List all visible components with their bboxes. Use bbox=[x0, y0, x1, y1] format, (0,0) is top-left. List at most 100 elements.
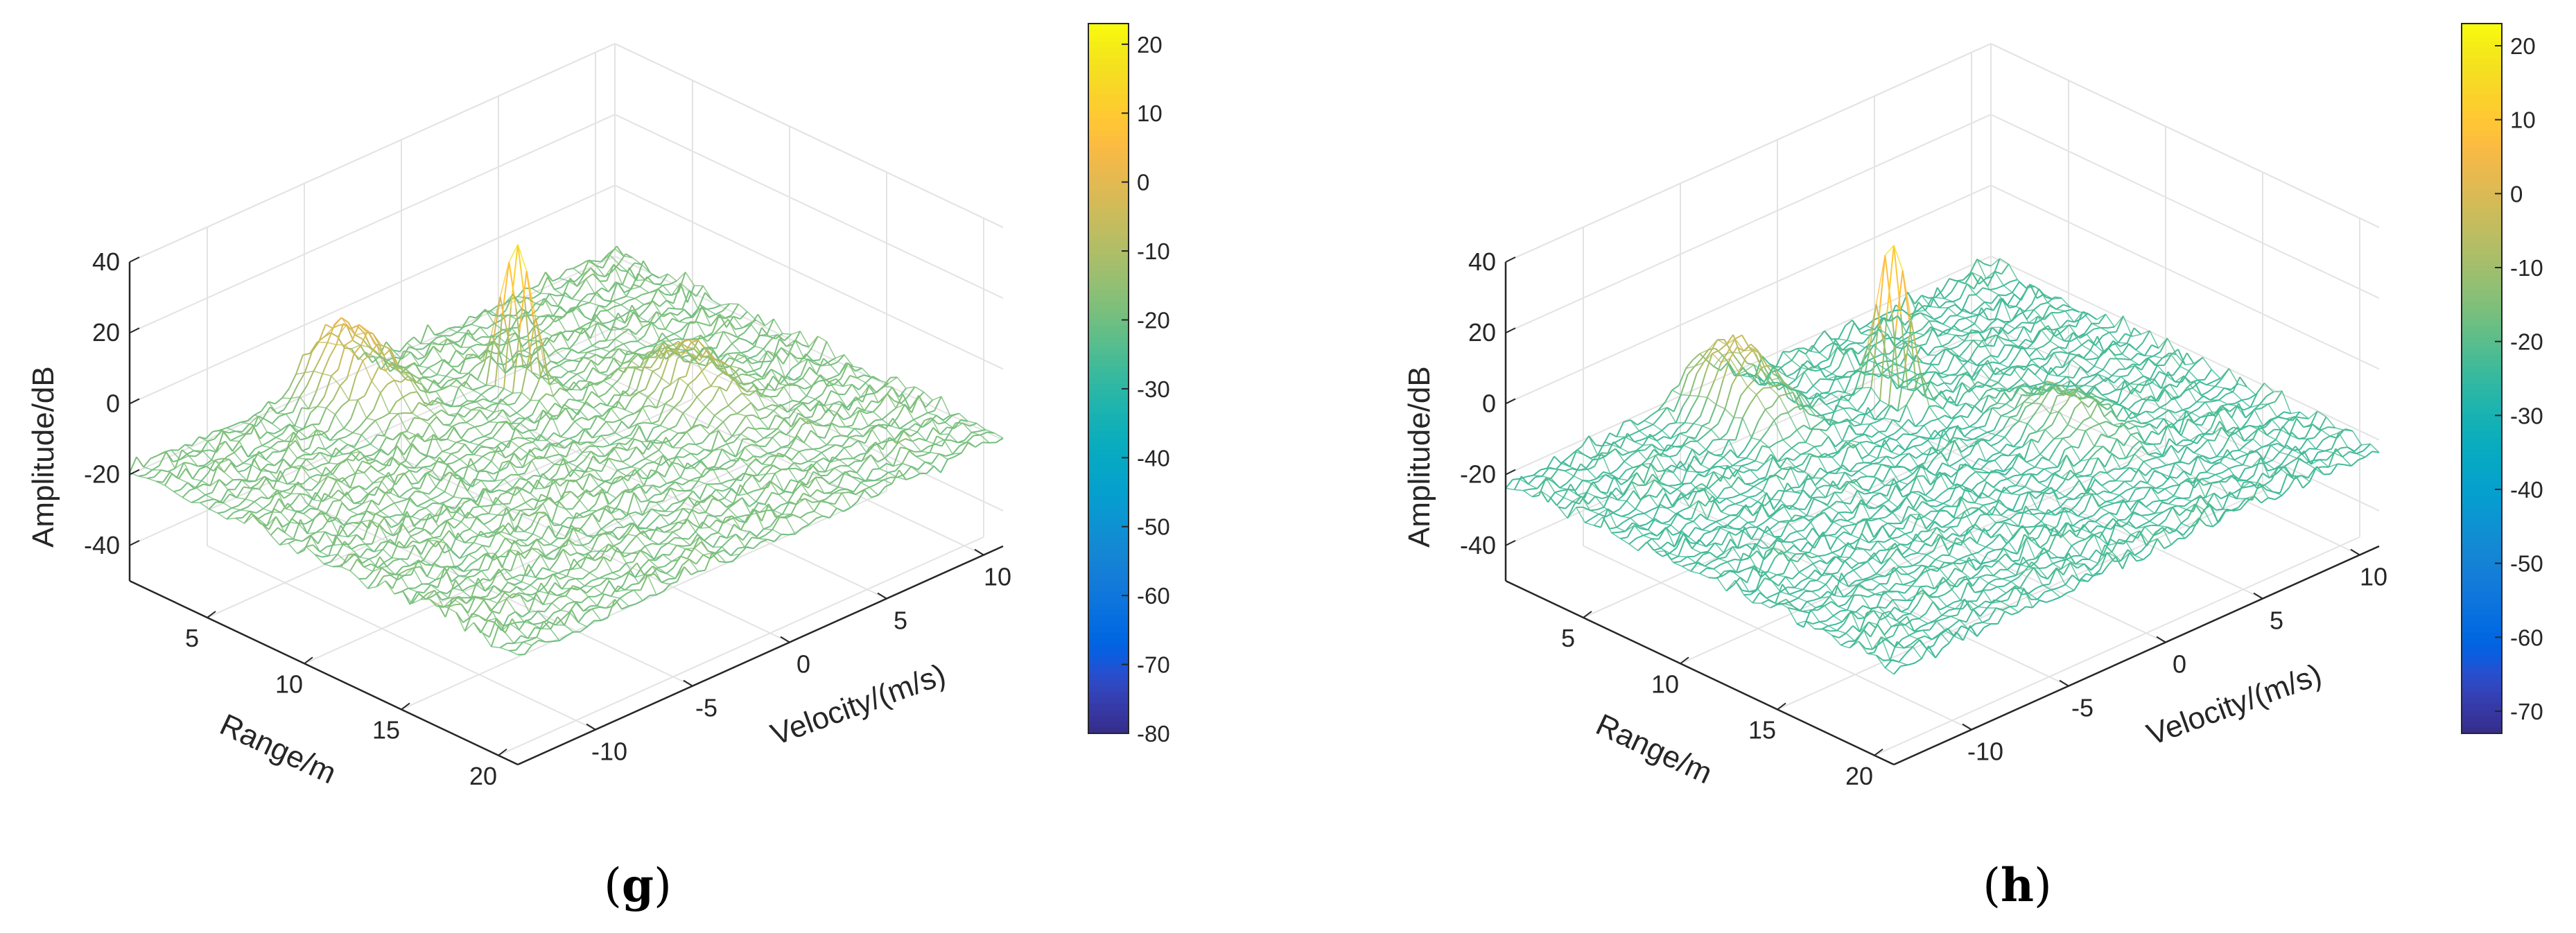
surface-line bbox=[459, 454, 467, 460]
surface-line bbox=[482, 335, 489, 338]
surface-line bbox=[232, 507, 241, 511]
surface-line bbox=[406, 417, 415, 432]
colorbar-segment bbox=[1088, 674, 1129, 681]
surface-line bbox=[469, 442, 479, 446]
surface-line bbox=[595, 445, 603, 448]
colorbar-segment bbox=[1088, 265, 1129, 273]
surface-line bbox=[690, 453, 698, 455]
surface-line bbox=[539, 434, 548, 442]
surface-line bbox=[736, 332, 745, 338]
surface-line bbox=[353, 345, 362, 355]
surface-line bbox=[621, 394, 630, 396]
surface-line bbox=[447, 378, 455, 382]
surface-line bbox=[303, 513, 313, 521]
colorbar-segment bbox=[1088, 686, 1129, 693]
surface-line bbox=[482, 455, 492, 462]
surface-line bbox=[537, 479, 545, 489]
surface-line bbox=[511, 618, 520, 631]
surface-line bbox=[408, 527, 417, 534]
surface-line bbox=[355, 334, 363, 340]
surface-line bbox=[634, 294, 643, 299]
surface-line bbox=[352, 426, 360, 434]
surface-line bbox=[786, 434, 796, 439]
surface-line bbox=[531, 639, 539, 646]
surface-line bbox=[390, 523, 399, 528]
surface-line bbox=[774, 375, 783, 391]
surface-line bbox=[799, 517, 810, 525]
surface-line bbox=[417, 528, 426, 534]
surface-line bbox=[330, 463, 338, 473]
colorbar-segment bbox=[1088, 290, 1129, 297]
surface-line bbox=[841, 492, 851, 508]
surface-line bbox=[293, 465, 302, 481]
surface-line bbox=[402, 396, 412, 414]
surface-line bbox=[469, 457, 478, 473]
surface-line bbox=[399, 496, 408, 500]
surface-line bbox=[821, 452, 831, 463]
surface-line bbox=[219, 427, 227, 431]
surface-line bbox=[320, 510, 329, 523]
surface-line bbox=[681, 443, 689, 448]
surface-line bbox=[443, 453, 452, 463]
colorbar-segment bbox=[1088, 455, 1129, 462]
surface-line bbox=[634, 367, 643, 372]
surface-line bbox=[182, 497, 192, 503]
surface-line bbox=[695, 444, 705, 451]
surface-line bbox=[696, 321, 704, 325]
surface-line bbox=[281, 388, 290, 399]
surface-line bbox=[207, 498, 214, 502]
surface-line bbox=[430, 374, 437, 378]
surface-line bbox=[476, 363, 485, 381]
surface-line bbox=[477, 379, 487, 386]
surface-line bbox=[405, 444, 414, 461]
surface-line bbox=[706, 308, 716, 315]
surface-line bbox=[588, 504, 596, 512]
colorbar-segment bbox=[1088, 645, 1129, 652]
colorbar-segment bbox=[1088, 82, 1129, 89]
surface-line bbox=[782, 333, 792, 335]
surface-line bbox=[599, 281, 609, 293]
surface-line bbox=[627, 534, 637, 537]
surface-line bbox=[625, 284, 634, 297]
surface-line bbox=[268, 401, 276, 405]
x-tick-label: 15 bbox=[372, 716, 400, 744]
surface-line bbox=[478, 439, 487, 446]
surface-line bbox=[417, 356, 425, 360]
surface-line bbox=[542, 409, 551, 420]
colorbar-segment bbox=[1088, 461, 1129, 468]
surface-line bbox=[523, 399, 531, 408]
surface-line bbox=[191, 436, 200, 446]
surface-line bbox=[445, 543, 455, 568]
surface-line bbox=[352, 521, 362, 523]
surface-line bbox=[363, 519, 372, 541]
surface-line bbox=[858, 382, 867, 391]
surface-line bbox=[488, 497, 497, 514]
surface-line bbox=[740, 350, 749, 354]
surface-line bbox=[456, 502, 465, 513]
surface-line bbox=[912, 440, 922, 453]
surface-line bbox=[394, 432, 403, 448]
surface-line bbox=[810, 489, 818, 498]
surface-line bbox=[383, 419, 392, 437]
surface-line bbox=[425, 502, 433, 509]
surface-line bbox=[488, 599, 498, 604]
surface-line bbox=[552, 365, 560, 369]
surface-line bbox=[403, 350, 411, 354]
colorbar-segment bbox=[1088, 378, 1129, 385]
surface-line bbox=[162, 471, 171, 483]
surface-line bbox=[520, 422, 530, 431]
surface-line bbox=[455, 442, 465, 445]
surface-line bbox=[652, 367, 660, 372]
surface-line bbox=[699, 456, 707, 462]
surface-line bbox=[749, 355, 757, 359]
surface-line bbox=[424, 498, 431, 504]
surface-line bbox=[435, 388, 444, 392]
surface-line bbox=[573, 477, 582, 482]
surface-line bbox=[495, 329, 503, 335]
surface-line bbox=[579, 489, 587, 501]
surface-line bbox=[302, 352, 311, 356]
surface-line bbox=[501, 442, 510, 448]
surface-line bbox=[593, 408, 603, 417]
surface-line bbox=[451, 549, 460, 559]
colorbar-segment bbox=[1088, 183, 1129, 190]
